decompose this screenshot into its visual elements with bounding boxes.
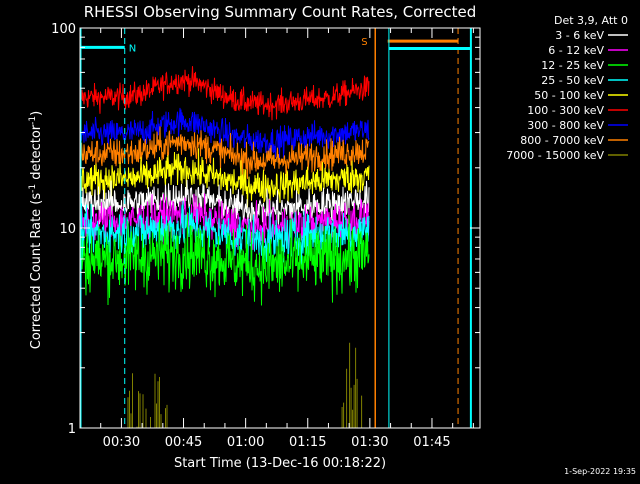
legend-label: 50 - 100 keV [534, 89, 604, 102]
footer-date-stamp: 1-Sep-2022 19:35 [564, 467, 636, 476]
legend-label: 800 - 7000 keV [520, 134, 604, 147]
series-7000-15000kev-burst-1 [341, 342, 363, 428]
legend-label: 25 - 50 keV [541, 74, 604, 87]
x-tick-label: 01:30 [351, 435, 388, 450]
legend-label: 6 - 12 keV [548, 44, 604, 57]
legend-label: 7000 - 15000 keV [506, 149, 604, 162]
legend-label: 300 - 800 keV [527, 119, 604, 132]
series-100-300kev [79, 66, 370, 121]
legend-header: Det 3,9, Att 0 [554, 14, 628, 27]
x-tick-label: 00:30 [103, 435, 140, 450]
marker-s-label: S [361, 37, 367, 48]
chart-title: RHESSI Observing Summary Count Rates, Co… [84, 3, 477, 21]
x-tick-label: 00:45 [165, 435, 202, 450]
legend: Det 3,9, Att 0 3 - 6 keV 6 - 12 keV 12 - 25… [506, 14, 628, 162]
series-50-100kev [79, 148, 370, 208]
x-tick-label: 01:00 [227, 435, 264, 450]
series-layer [79, 66, 370, 306]
series-12-25kev [79, 212, 370, 306]
axes: 1 10 100 00:30 00:45 01:00 01:15 01:30 01:45 [51, 22, 481, 450]
y-tick-label: 100 [51, 22, 76, 37]
series-3-6kev [79, 179, 370, 226]
legend-label: 12 - 25 keV [541, 59, 604, 72]
series-300-800kev [79, 107, 370, 158]
y-axis-label: Corrected Count Rate (s-1 detector-1) [28, 111, 44, 349]
x-tick-label: 01:45 [413, 435, 450, 450]
attenuator-marker-layer: NS [80, 28, 472, 428]
legend-label: 100 - 300 keV [527, 104, 604, 117]
legend-label: 3 - 6 keV [555, 29, 604, 42]
x-axis-label: Start Time (13-Dec-16 00:18:22) [174, 456, 386, 471]
marker-n-label: N [129, 43, 136, 54]
y-tick-label: 10 [59, 222, 76, 237]
series-800-7000kev [79, 126, 370, 179]
burst-series-layer [127, 342, 363, 428]
y-tick-label: 1 [68, 422, 76, 437]
x-tick-label: 01:15 [289, 435, 326, 450]
